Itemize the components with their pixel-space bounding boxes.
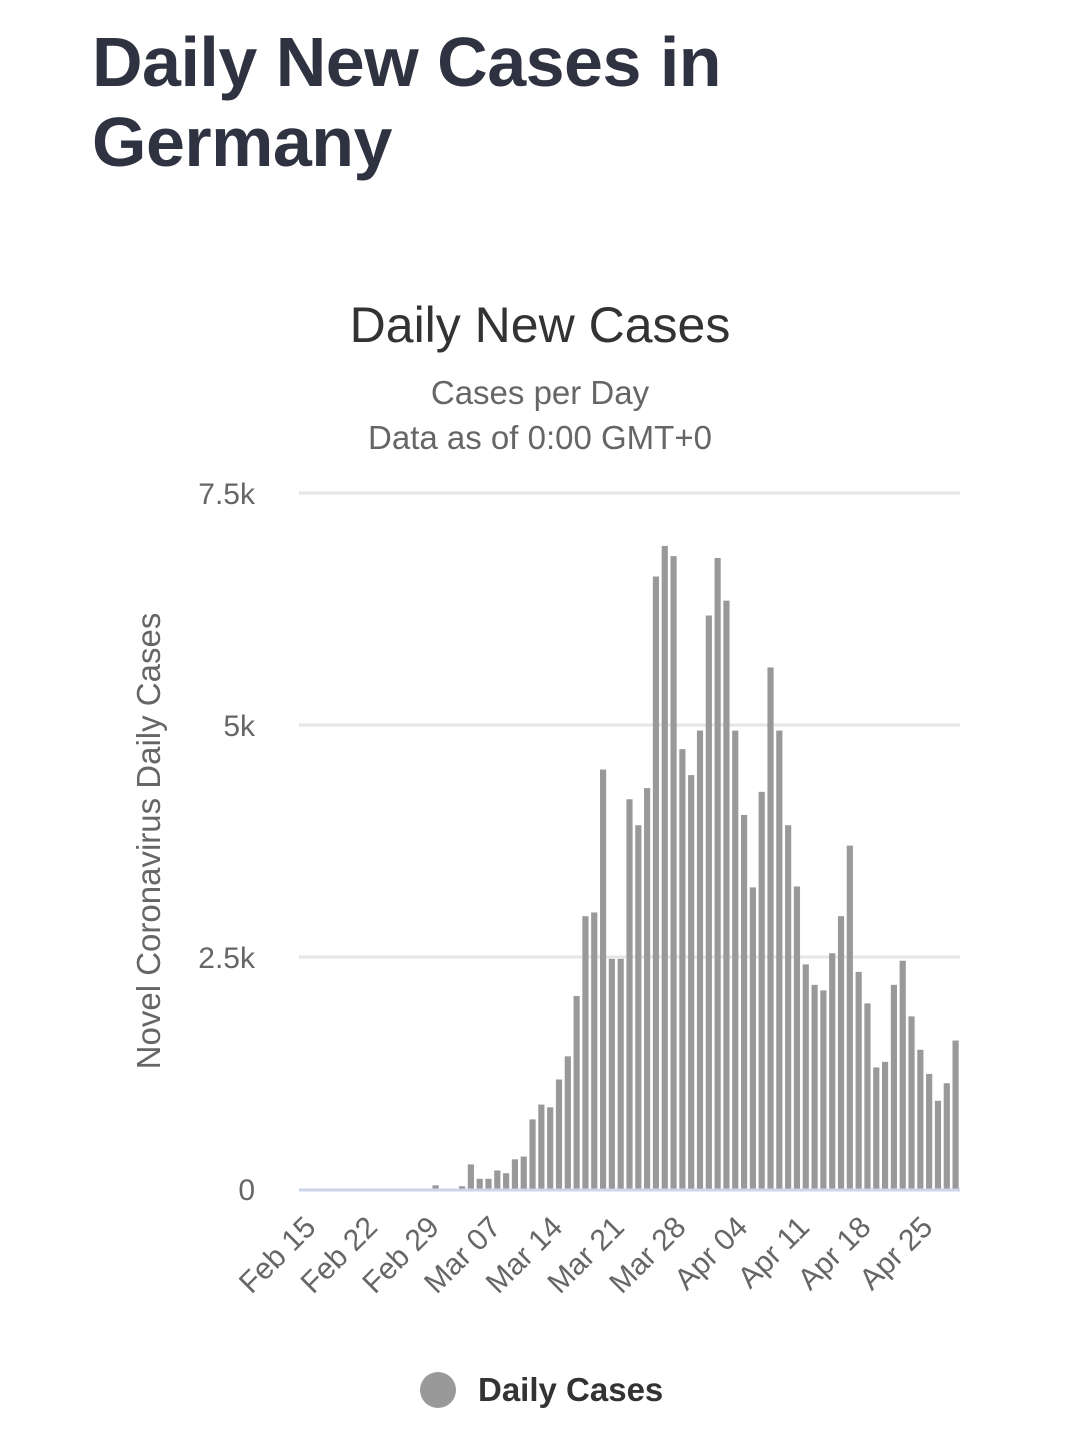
bar[interactable] — [635, 825, 642, 1189]
bar[interactable] — [732, 730, 739, 1189]
bar[interactable] — [811, 984, 818, 1189]
bar[interactable] — [520, 1156, 527, 1189]
bar[interactable] — [793, 886, 801, 1189]
bar[interactable] — [846, 845, 853, 1189]
legend-swatch-icon — [420, 1372, 456, 1408]
bar[interactable] — [476, 1178, 483, 1189]
bar[interactable] — [599, 769, 607, 1189]
bar[interactable] — [644, 788, 651, 1189]
bar[interactable] — [626, 799, 633, 1189]
bar[interactable] — [917, 1049, 924, 1189]
bar[interactable] — [820, 990, 827, 1189]
bar[interactable] — [934, 1100, 942, 1189]
bar[interactable] — [926, 1073, 933, 1189]
bar[interactable] — [837, 916, 845, 1189]
bar[interactable] — [458, 1186, 466, 1189]
bar[interactable] — [582, 916, 589, 1189]
bar[interactable] — [573, 995, 580, 1189]
bar[interactable] — [723, 600, 730, 1189]
bar[interactable] — [467, 1164, 474, 1189]
y-tick-label: 0 — [238, 1174, 255, 1207]
bar[interactable] — [749, 887, 756, 1189]
bar[interactable] — [952, 1040, 959, 1189]
bar[interactable] — [740, 815, 748, 1189]
bar[interactable] — [696, 730, 704, 1189]
bar[interactable] — [873, 1067, 880, 1189]
y-tick-label: 5k — [223, 710, 256, 743]
y-axis-labels: 0 2.5k 5k 7.5k — [198, 478, 256, 1207]
legend-label: Daily Cases — [478, 1371, 664, 1408]
bar[interactable] — [555, 1079, 563, 1190]
y-tick-label: 2.5k — [198, 942, 256, 975]
bar[interactable] — [829, 953, 836, 1189]
bar[interactable] — [547, 1107, 554, 1189]
bar[interactable] — [591, 912, 598, 1189]
bar[interactable] — [511, 1159, 519, 1189]
bar[interactable] — [688, 775, 695, 1189]
bar[interactable] — [652, 576, 660, 1189]
bar[interactable] — [705, 615, 712, 1190]
bar[interactable] — [503, 1173, 510, 1189]
bar[interactable] — [564, 1056, 571, 1189]
bar[interactable] — [899, 960, 906, 1189]
y-tick-label: 7.5k — [198, 478, 256, 511]
bar[interactable] — [776, 730, 783, 1189]
y-axis-title: Novel Coronavirus Daily Cases — [130, 613, 167, 1070]
bar[interactable] — [714, 557, 721, 1189]
bar[interactable] — [855, 971, 862, 1189]
chart-title: Daily New Cases — [350, 297, 731, 353]
legend[interactable]: Daily Cases — [420, 1370, 663, 1410]
chart-subtitle-line-1: Cases per Day — [431, 374, 650, 411]
bar[interactable] — [802, 964, 809, 1189]
chart-subtitle-line-2: Data as of 0:00 GMT+0 — [368, 419, 712, 456]
bar[interactable] — [679, 749, 686, 1189]
bar[interactable] — [890, 984, 897, 1189]
bar[interactable] — [432, 1185, 439, 1189]
bar[interactable] — [864, 1003, 871, 1189]
bar[interactable] — [485, 1178, 492, 1189]
bar-series — [432, 545, 959, 1190]
page-title: Daily New Cases in Germany — [92, 23, 722, 181]
bar[interactable] — [608, 958, 615, 1189]
bar[interactable] — [882, 1061, 889, 1189]
bar[interactable] — [617, 958, 624, 1189]
bar[interactable] — [529, 1119, 536, 1189]
bar[interactable] — [767, 667, 774, 1189]
bar[interactable] — [670, 556, 677, 1189]
bar[interactable] — [538, 1104, 545, 1189]
bar[interactable] — [661, 545, 668, 1189]
bar[interactable] — [908, 1016, 915, 1189]
bar[interactable] — [494, 1170, 501, 1189]
bar[interactable] — [943, 1083, 950, 1189]
bar[interactable] — [758, 791, 765, 1189]
bar[interactable] — [785, 825, 792, 1189]
